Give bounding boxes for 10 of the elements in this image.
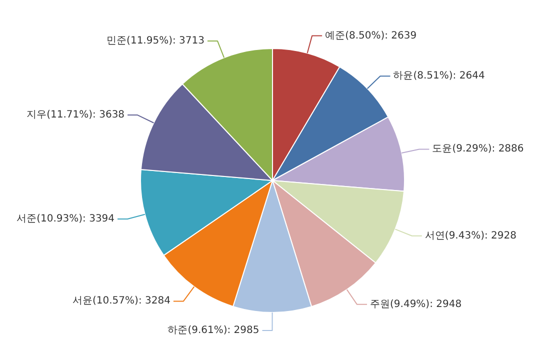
slice-label: 예준(8.50%): 2639 [325, 30, 417, 42]
slice-label: 민준(11.95%): 3713 [106, 35, 204, 46]
slice-label: 지우(11.71%): 3638 [26, 110, 125, 121]
slice-label: 주원(9.49%): 2948 [370, 298, 462, 310]
slice-label: 도윤(9.29%): 2886 [432, 144, 524, 155]
slice-label: 서연(9.43%): 2928 [424, 230, 516, 242]
slice-label: 하준(9.61%): 2985 [168, 325, 260, 336]
slice-label: 서윤(10.57%): 3284 [72, 296, 170, 307]
slice-label: 하윤(8.51%): 2644 [393, 70, 485, 82]
slice-label: 서준(10.93%): 3394 [16, 214, 115, 225]
